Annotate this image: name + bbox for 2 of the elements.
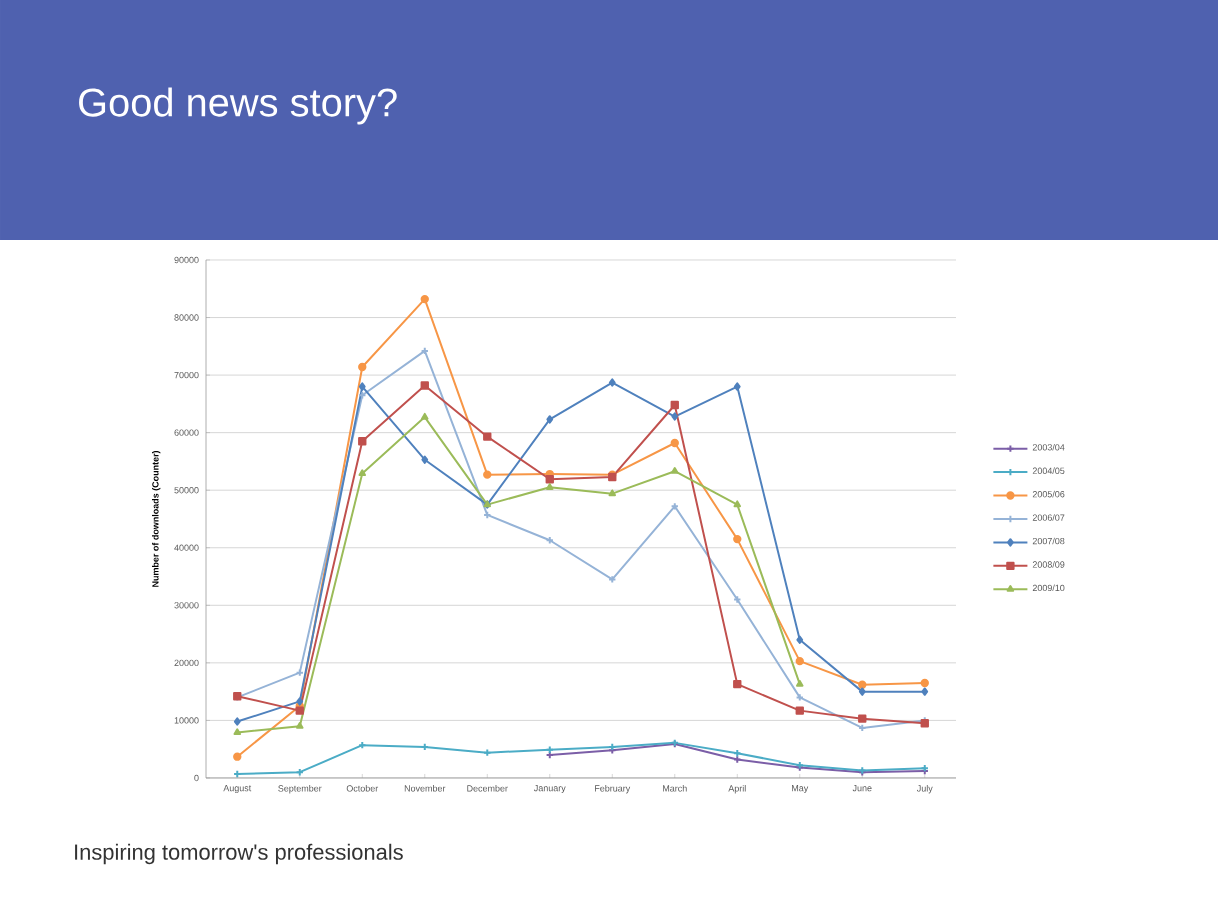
chart-title: Good news story?: [79, 87, 397, 125]
text: Inspiring tomorrow's professionals: [75, 843, 403, 865]
